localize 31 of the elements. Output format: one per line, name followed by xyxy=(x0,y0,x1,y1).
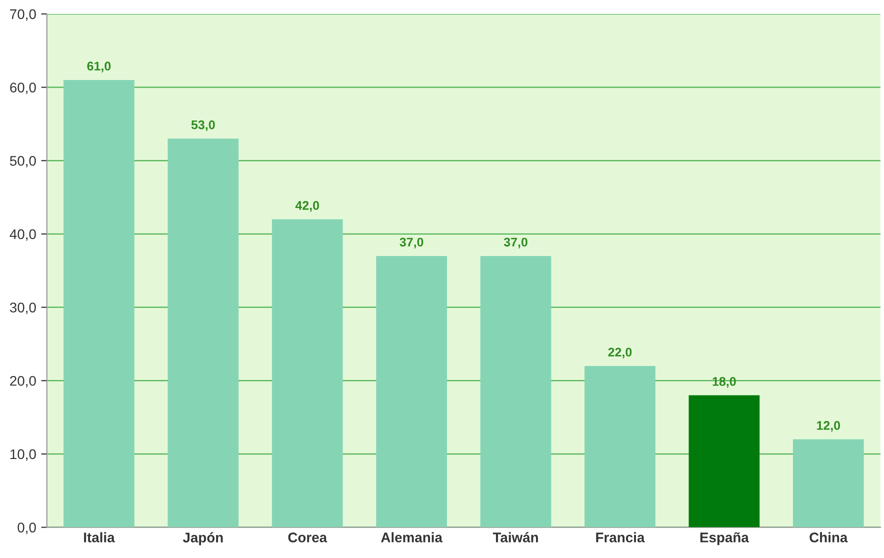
bar xyxy=(168,138,239,528)
data-label: 37,0 xyxy=(504,238,528,248)
data-label: 22,0 xyxy=(608,348,632,358)
x-tick-label: España xyxy=(700,532,749,546)
bar xyxy=(584,366,656,528)
x-tick-label: China xyxy=(810,532,848,542)
x-tick-label: Taiwán xyxy=(492,532,538,542)
x-tick-label: Francia xyxy=(596,532,645,542)
bar xyxy=(376,256,447,528)
bar xyxy=(688,395,760,528)
y-tick-label: 60,0 xyxy=(10,82,36,94)
y-tick-label: 0,0 xyxy=(18,522,36,534)
x-tick-label: Corea xyxy=(288,532,328,542)
y-tick-label: 40,0 xyxy=(10,229,36,241)
bar xyxy=(792,439,864,528)
data-label: 61,0 xyxy=(87,62,111,72)
y-tick-label: 70,0 xyxy=(10,9,36,21)
data-label: 42,0 xyxy=(295,201,320,212)
x-tick-label: Japón xyxy=(182,532,223,546)
data-label: 37,0 xyxy=(400,238,424,248)
data-label: 12,0 xyxy=(816,421,840,432)
data-label: 53,0 xyxy=(191,120,215,132)
bar xyxy=(272,219,343,528)
x-tick-label: Italia xyxy=(84,532,115,542)
y-tick-label: 30,0 xyxy=(10,302,36,314)
y-tick-label: 50,0 xyxy=(10,156,36,168)
bar xyxy=(480,256,552,528)
y-tick-label: 10,0 xyxy=(10,449,36,461)
y-tick-label: 20,0 xyxy=(10,376,36,388)
bar xyxy=(64,80,134,528)
x-tick-label: Alemania xyxy=(381,532,443,542)
